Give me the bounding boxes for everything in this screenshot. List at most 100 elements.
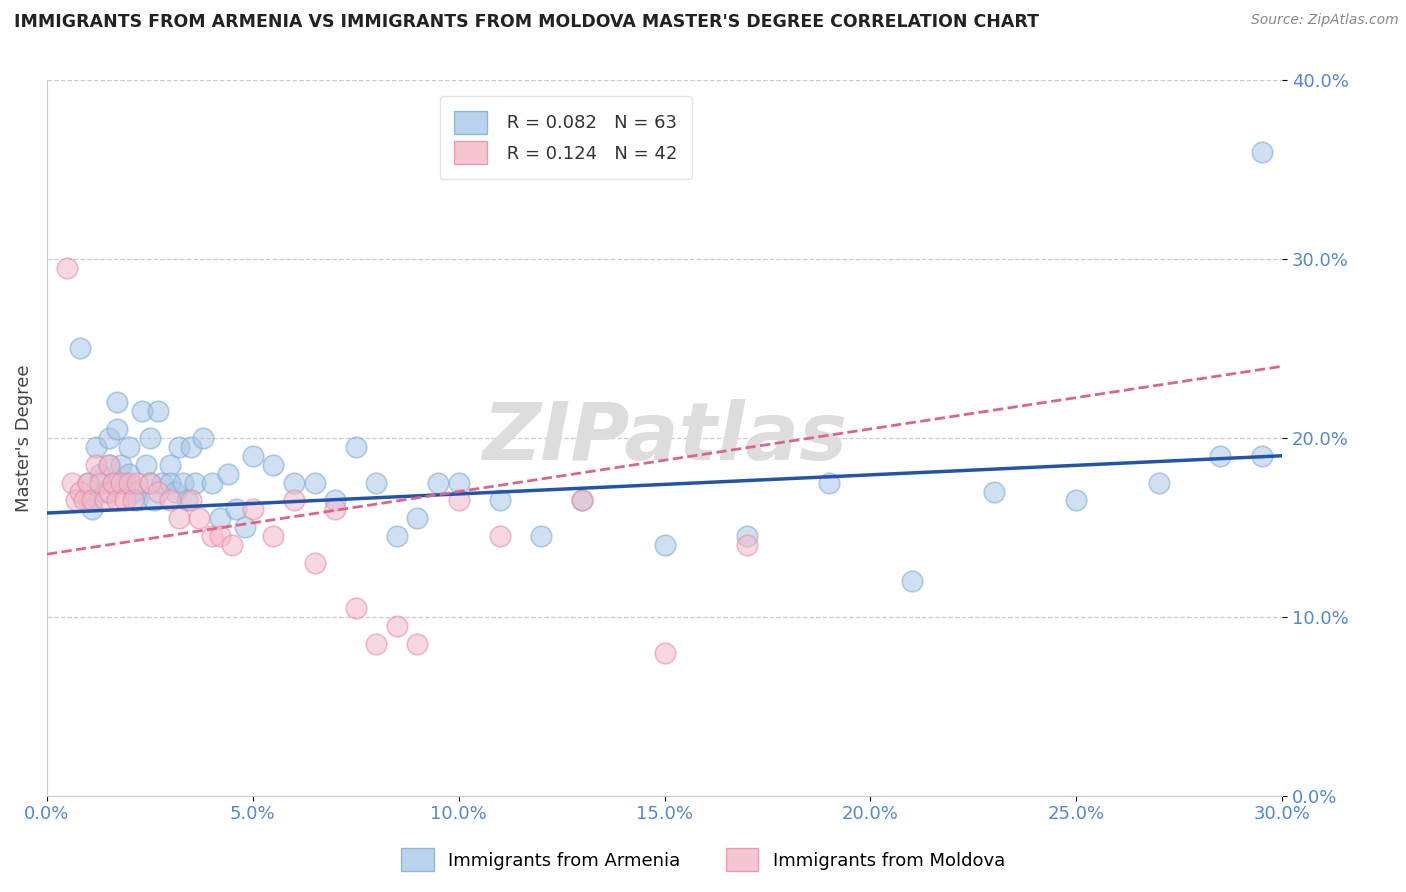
Point bbox=[89, 467, 111, 481]
Point bbox=[146, 404, 169, 418]
Point bbox=[200, 475, 222, 490]
Point bbox=[77, 475, 100, 490]
Point bbox=[172, 475, 194, 490]
Point bbox=[139, 475, 162, 490]
Point bbox=[1147, 475, 1170, 490]
Point bbox=[735, 529, 758, 543]
Text: ZIPatlas: ZIPatlas bbox=[482, 399, 846, 477]
Point bbox=[101, 475, 124, 490]
Point bbox=[118, 440, 141, 454]
Point bbox=[571, 493, 593, 508]
Point bbox=[122, 493, 145, 508]
Point bbox=[139, 431, 162, 445]
Point bbox=[233, 520, 256, 534]
Point bbox=[77, 493, 100, 508]
Point bbox=[323, 493, 346, 508]
Point bbox=[366, 475, 388, 490]
Point bbox=[200, 529, 222, 543]
Point bbox=[1209, 449, 1232, 463]
Point bbox=[304, 556, 326, 570]
Text: Source: ZipAtlas.com: Source: ZipAtlas.com bbox=[1251, 13, 1399, 28]
Point bbox=[180, 440, 202, 454]
Point bbox=[82, 493, 104, 508]
Point bbox=[176, 493, 198, 508]
Point bbox=[385, 529, 408, 543]
Point bbox=[221, 538, 243, 552]
Point bbox=[114, 475, 136, 490]
Point bbox=[447, 493, 470, 508]
Point bbox=[654, 538, 676, 552]
Point bbox=[97, 458, 120, 472]
Point bbox=[489, 493, 512, 508]
Point bbox=[344, 600, 367, 615]
Point bbox=[1250, 145, 1272, 159]
Point bbox=[242, 502, 264, 516]
Point bbox=[242, 449, 264, 463]
Point bbox=[110, 475, 132, 490]
Point bbox=[127, 493, 149, 508]
Point bbox=[159, 493, 181, 508]
Point bbox=[1250, 449, 1272, 463]
Point bbox=[530, 529, 553, 543]
Point bbox=[89, 475, 111, 490]
Point bbox=[97, 484, 120, 499]
Point bbox=[167, 440, 190, 454]
Point bbox=[118, 475, 141, 490]
Y-axis label: Master's Degree: Master's Degree bbox=[15, 364, 32, 512]
Point bbox=[105, 422, 128, 436]
Point bbox=[193, 431, 215, 445]
Point bbox=[139, 475, 162, 490]
Point bbox=[188, 511, 211, 525]
Point bbox=[127, 475, 149, 490]
Point bbox=[283, 475, 305, 490]
Point bbox=[142, 493, 165, 508]
Point bbox=[208, 511, 231, 525]
Point bbox=[110, 458, 132, 472]
Point bbox=[105, 395, 128, 409]
Point bbox=[84, 458, 107, 472]
Point bbox=[65, 493, 87, 508]
Point bbox=[571, 493, 593, 508]
Point bbox=[97, 431, 120, 445]
Point bbox=[983, 484, 1005, 499]
Point bbox=[900, 574, 922, 588]
Point bbox=[217, 467, 239, 481]
Point bbox=[262, 529, 284, 543]
Point bbox=[184, 475, 207, 490]
Point bbox=[77, 475, 100, 490]
Point bbox=[56, 260, 79, 275]
Point bbox=[60, 475, 83, 490]
Point bbox=[323, 502, 346, 516]
Point bbox=[105, 493, 128, 508]
Point bbox=[93, 493, 115, 508]
Point bbox=[180, 493, 202, 508]
Legend: Immigrants from Armenia, Immigrants from Moldova: Immigrants from Armenia, Immigrants from… bbox=[394, 841, 1012, 879]
Point bbox=[366, 637, 388, 651]
Point bbox=[135, 458, 157, 472]
Point bbox=[131, 404, 153, 418]
Point bbox=[93, 484, 115, 499]
Point bbox=[159, 475, 181, 490]
Legend:  R = 0.082   N = 63,  R = 0.124   N = 42: R = 0.082 N = 63, R = 0.124 N = 42 bbox=[440, 96, 692, 178]
Point bbox=[150, 475, 173, 490]
Point bbox=[283, 493, 305, 508]
Point bbox=[818, 475, 841, 490]
Point bbox=[654, 646, 676, 660]
Point bbox=[489, 529, 512, 543]
Point bbox=[304, 475, 326, 490]
Point bbox=[447, 475, 470, 490]
Point bbox=[73, 493, 96, 508]
Point bbox=[225, 502, 247, 516]
Point bbox=[97, 458, 120, 472]
Point bbox=[262, 458, 284, 472]
Point bbox=[427, 475, 450, 490]
Point bbox=[101, 475, 124, 490]
Point bbox=[1066, 493, 1088, 508]
Point bbox=[84, 440, 107, 454]
Point bbox=[69, 484, 91, 499]
Point bbox=[163, 484, 186, 499]
Point bbox=[406, 637, 429, 651]
Point bbox=[159, 458, 181, 472]
Point bbox=[82, 502, 104, 516]
Point bbox=[167, 511, 190, 525]
